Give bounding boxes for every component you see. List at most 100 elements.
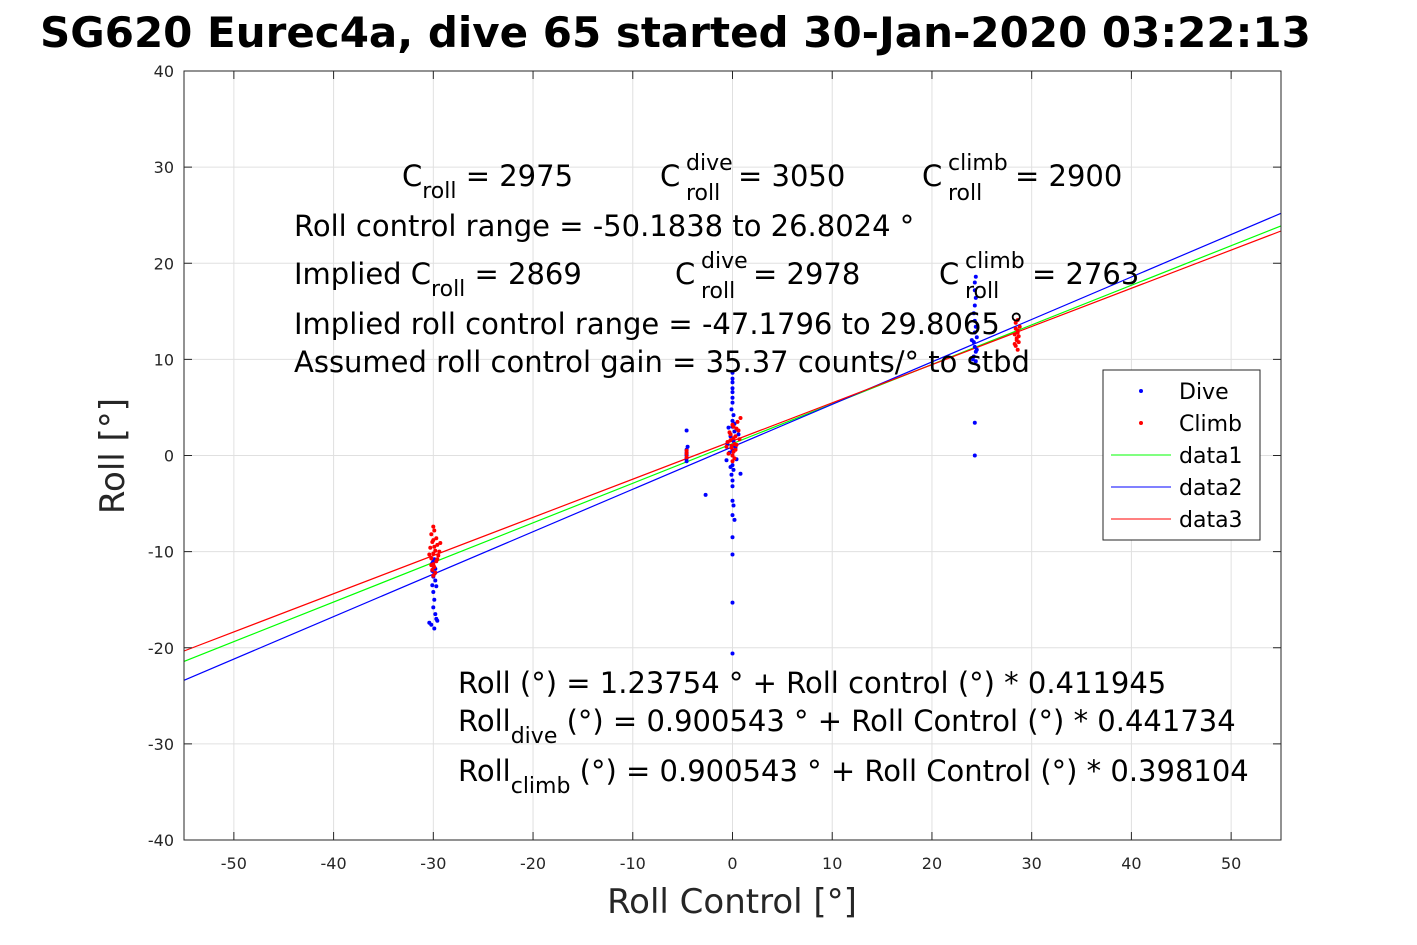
- point-climb: [684, 448, 689, 453]
- point-climb: [431, 538, 436, 543]
- point-climb: [1012, 342, 1017, 346]
- legend-item-climb: Climb: [1139, 412, 1242, 437]
- point-climb: [429, 556, 434, 561]
- point-dive: [972, 318, 977, 323]
- point-dive: [972, 330, 977, 335]
- axis-ticks: -50 -40 -30 -20 -10 0 10 20 30 40 50 -40 -30 -20 -10 0 1…: [148, 62, 1281, 873]
- point-climb: [1016, 334, 1021, 339]
- annotation-calibration-values: Croll = 2975: [402, 159, 573, 204]
- point-dive: [703, 492, 708, 497]
- point-dive: [726, 425, 731, 430]
- point-climb: [731, 424, 736, 429]
- x-tick-label: 20: [922, 854, 942, 873]
- point-climb: [735, 419, 740, 424]
- point-dive: [972, 344, 977, 349]
- point-dive: [732, 517, 737, 522]
- point-climb: [429, 563, 434, 568]
- y-tick-label: 0: [164, 447, 174, 466]
- plot-area: -50 -40 -30 -20 -10 0 10 20 30 40 50 -40 -30 -20 -10 0 1…: [148, 62, 1282, 873]
- point-dive: [730, 552, 735, 557]
- point-climb: [1017, 324, 1022, 329]
- point-climb: [427, 552, 432, 557]
- legend-marker-dive: [1139, 389, 1143, 393]
- annotation-c-dive: C: [660, 159, 680, 193]
- annotation-implied-c-climb: C: [939, 257, 959, 291]
- annotations: Croll = 2975 C dive roll = 3050 C climb …: [294, 151, 1249, 799]
- point-dive: [724, 458, 729, 463]
- point-dive: [970, 357, 975, 362]
- y-tick-label: 20: [154, 254, 174, 273]
- x-tick-label: -30: [420, 854, 446, 873]
- point-dive: [430, 583, 435, 588]
- point-climb: [726, 451, 731, 456]
- point-climb: [734, 442, 739, 447]
- point-climb: [1015, 347, 1020, 352]
- annotation-implied-c-dive-sup: dive: [701, 249, 748, 274]
- point-dive: [972, 303, 977, 308]
- point-climb: [730, 453, 735, 458]
- series-line-data1: [183, 225, 1282, 662]
- point-dive: [730, 380, 735, 385]
- legend-item-data3: data3: [1111, 508, 1243, 533]
- point-dive: [728, 465, 733, 469]
- legend: Dive Climb data1 data2 data3: [1102, 369, 1261, 541]
- point-climb: [733, 447, 738, 452]
- point-climb: [1015, 330, 1020, 335]
- point-dive: [972, 420, 977, 425]
- annotation-implied-c-climb-sup: climb: [965, 249, 1025, 274]
- point-dive: [973, 359, 978, 364]
- point-dive: [969, 338, 974, 343]
- point-climb: [436, 553, 441, 558]
- point-dive: [730, 400, 735, 405]
- annotation-c-climb-value: = 2900: [1015, 159, 1122, 193]
- point-dive: [730, 395, 735, 400]
- point-dive: [730, 478, 735, 483]
- annotation-implied-range: Implied roll control range = -47.1796 to…: [294, 307, 1024, 341]
- x-tick-label: 0: [727, 854, 737, 873]
- legend-marker-climb: [1139, 421, 1143, 425]
- annotation-c-climb-sup: climb: [948, 151, 1008, 176]
- x-tick-label: 50: [1221, 854, 1241, 873]
- point-dive: [433, 578, 438, 583]
- point-climb: [430, 567, 435, 572]
- point-dive: [431, 605, 436, 610]
- y-tick-label: -40: [148, 831, 174, 850]
- legend-label-data3: data3: [1179, 508, 1243, 533]
- annotation-implied-c-dive-sub: roll: [701, 279, 735, 304]
- point-climb: [432, 544, 437, 549]
- x-tick-label: 10: [822, 854, 842, 873]
- annotation-fit-overall: Roll (°) = 1.23754 ° + Roll control (°) …: [458, 666, 1166, 700]
- point-climb: [432, 565, 437, 569]
- point-dive: [730, 390, 735, 395]
- x-tick-label: -40: [321, 854, 347, 873]
- point-climb: [434, 536, 439, 541]
- point-dive: [731, 467, 736, 472]
- annotation-implied-c-climb-value: = 2763: [1032, 257, 1139, 291]
- annotation-c-dive-value: = 3050: [738, 159, 845, 193]
- point-dive: [730, 535, 735, 540]
- point-climb: [1013, 326, 1018, 331]
- point-dive: [432, 626, 437, 631]
- annotation-roll-control-range: Roll control range = -50.1838 to 26.8024…: [294, 209, 914, 243]
- point-dive: [730, 376, 735, 381]
- point-climb: [431, 551, 436, 556]
- annotation-fit-climb: Rollclimb (°) = 0.900543 ° + Roll Contro…: [458, 754, 1249, 799]
- point-climb: [433, 548, 438, 553]
- x-tick-label: -50: [221, 854, 247, 873]
- series-climb: [427, 318, 1022, 578]
- point-climb: [725, 440, 730, 444]
- point-climb: [684, 451, 689, 456]
- x-tick-label: -20: [520, 854, 546, 873]
- point-climb: [730, 459, 735, 464]
- point-climb: [1013, 320, 1018, 325]
- annotation-implied-c-climb-sub: roll: [965, 279, 999, 304]
- point-dive: [730, 370, 735, 375]
- point-dive: [685, 444, 690, 449]
- point-dive: [974, 347, 979, 352]
- point-climb: [429, 532, 434, 537]
- point-climb: [1015, 318, 1020, 322]
- point-dive: [973, 324, 978, 329]
- point-dive: [730, 418, 735, 423]
- legend-label-climb: Climb: [1179, 412, 1242, 437]
